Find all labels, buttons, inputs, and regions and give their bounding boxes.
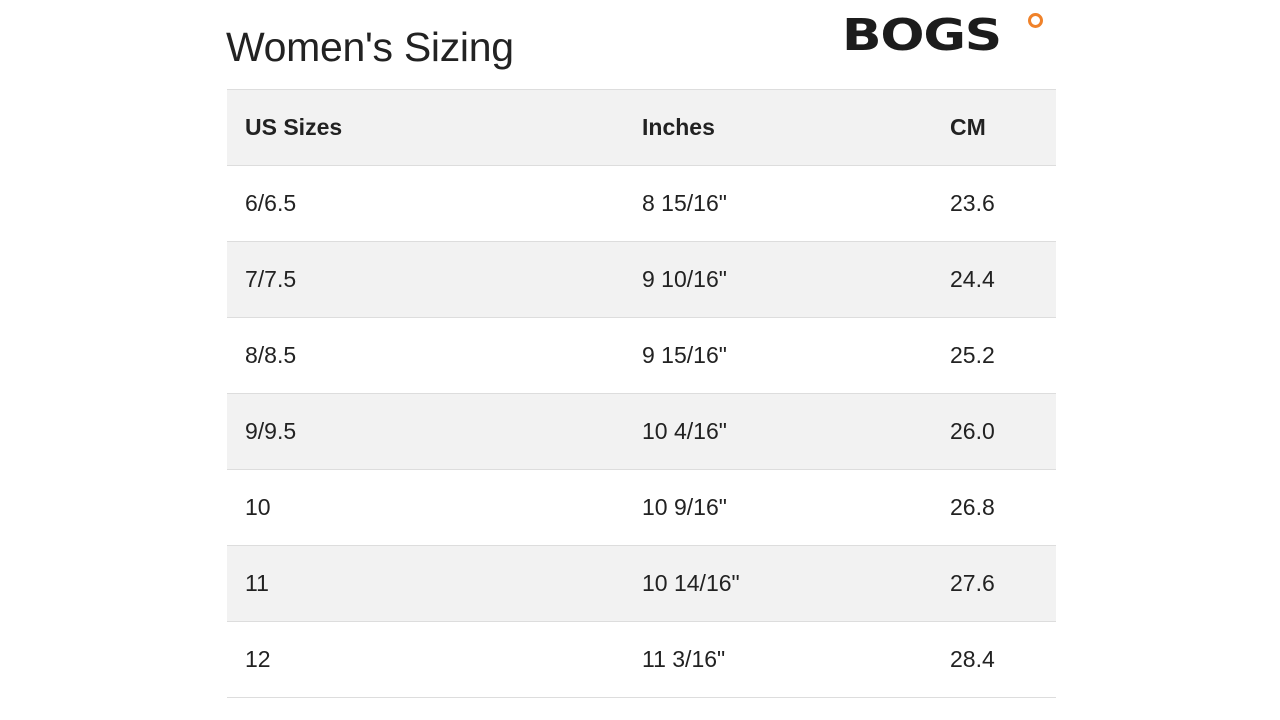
logo-wordmark: BOGS: [842, 10, 1002, 61]
size-chart-table: US Sizes Inches CM 6/6.5 8 15/16" 23.6 7/7.…: [227, 89, 1056, 698]
cell-inches: 10 4/16": [624, 393, 932, 470]
cell-cm: 25.2: [932, 317, 1056, 394]
cell-cm: 26.0: [932, 393, 1056, 470]
cell-cm: 24.4: [932, 241, 1056, 318]
cell-us-size: 11: [227, 545, 624, 622]
table-row: 7/7.5 9 10/16" 24.4: [227, 241, 1056, 318]
cell-cm: 27.6: [932, 545, 1056, 622]
cell-us-size: 6/6.5: [227, 165, 624, 242]
table-row: 10 10 9/16" 26.8: [227, 469, 1056, 546]
page-title: Women's Sizing: [226, 24, 514, 70]
table-row: 9/9.5 10 4/16" 26.0: [227, 393, 1056, 470]
cell-inches: 10 14/16": [624, 545, 932, 622]
cell-inches: 8 15/16": [624, 165, 932, 242]
table-header-row: US Sizes Inches CM: [227, 89, 1056, 166]
header-cm: CM: [932, 89, 1056, 166]
cell-inches: 9 10/16": [624, 241, 932, 318]
cell-inches: 9 15/16": [624, 317, 932, 394]
table-row: 8/8.5 9 15/16" 25.2: [227, 317, 1056, 394]
table-row: 6/6.5 8 15/16" 23.6: [227, 165, 1056, 242]
table-row: 12 11 3/16" 28.4: [227, 621, 1056, 698]
cell-cm: 23.6: [932, 165, 1056, 242]
header-us-sizes: US Sizes: [227, 89, 624, 166]
cell-inches: 10 9/16": [624, 469, 932, 546]
cell-cm: 28.4: [932, 621, 1056, 698]
cell-us-size: 10: [227, 469, 624, 546]
bogs-logo: BOGS: [842, 12, 1043, 60]
cell-us-size: 7/7.5: [227, 241, 624, 318]
table-row: 11 10 14/16" 27.6: [227, 545, 1056, 622]
cell-us-size: 9/9.5: [227, 393, 624, 470]
cell-us-size: 12: [227, 621, 624, 698]
cell-inches: 11 3/16": [624, 621, 932, 698]
header-inches: Inches: [624, 89, 932, 166]
cell-cm: 26.8: [932, 469, 1056, 546]
cell-us-size: 8/8.5: [227, 317, 624, 394]
logo-degree-icon: [1028, 13, 1043, 28]
